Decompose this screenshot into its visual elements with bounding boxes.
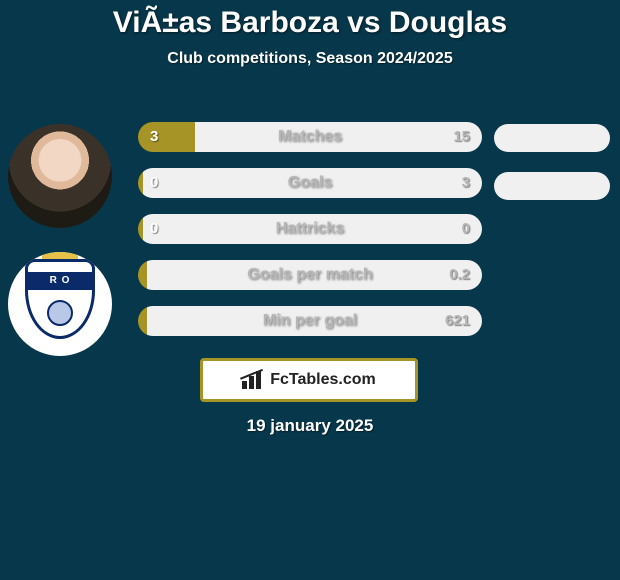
right-pill: [494, 172, 610, 200]
club-crest-icon: R O: [25, 259, 95, 349]
stat-label: Matches: [138, 122, 482, 152]
brand-text: FcTables.com: [270, 371, 376, 389]
stat-label: Goals: [138, 168, 482, 198]
stat-value-left: 0: [150, 168, 158, 198]
stat-value-left: 3: [150, 122, 158, 152]
stat-row: Hattricks0 0: [138, 214, 482, 244]
subtitle: Club competitions, Season 2024/2025: [0, 50, 620, 68]
page-title: ViÃ±as Barboza vs Douglas: [0, 0, 620, 40]
stat-value-right: 15: [453, 122, 470, 152]
chart-icon: [242, 371, 264, 389]
club-avatar: R O: [8, 252, 112, 356]
stat-row: Goals0 3: [138, 168, 482, 198]
date-text: 19 january 2025: [0, 416, 620, 436]
stat-value-right: 621: [445, 306, 470, 336]
stat-row: Min per goal621: [138, 306, 482, 336]
stat-value-right: 0.2: [449, 260, 470, 290]
stat-value-right: 0: [462, 214, 470, 244]
avatar-column: R O: [8, 124, 118, 380]
stat-label: Min per goal: [138, 306, 482, 336]
crest-band: R O: [28, 272, 92, 290]
stat-label: Hattricks: [138, 214, 482, 244]
stat-row: Goals per match0.2: [138, 260, 482, 290]
right-pill: [494, 124, 610, 152]
stat-bars: Matches315Goals03Hattricks00Goals per ma…: [138, 122, 482, 352]
player-avatar: [8, 124, 112, 228]
stat-label: Goals per match: [138, 260, 482, 290]
comparison-infographic: ViÃ±as Barboza vs Douglas Club competiti…: [0, 0, 620, 580]
brand-box: FcTables.com: [200, 358, 418, 402]
stat-value-left: 0: [150, 214, 158, 244]
stat-value-right: 3: [462, 168, 470, 198]
right-pill-column: [494, 124, 610, 220]
stat-row: Matches3 15: [138, 122, 482, 152]
